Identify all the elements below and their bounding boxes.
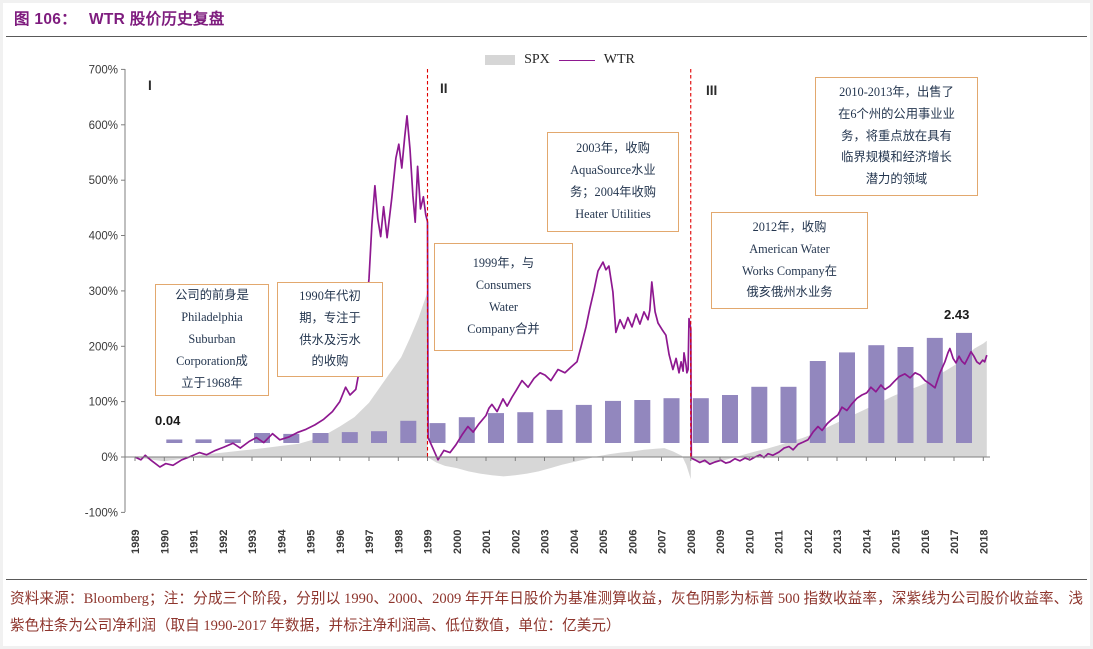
net-profit-high-label: 2.43 — [944, 307, 970, 322]
figure-title-text: WTR 股价历史复盘 — [88, 11, 225, 28]
annotation-box-1990s-acquisitions: 1990年代初 期，专注于 供水及污水 的收购 — [277, 282, 383, 377]
svg-text:1999: 1999 — [423, 530, 435, 554]
svg-text:2002: 2002 — [510, 530, 522, 554]
legend-spx-swatch — [485, 55, 516, 65]
svg-text:1990: 1990 — [159, 530, 171, 554]
svg-text:2011: 2011 — [774, 530, 786, 554]
annotation-box-2010-2013-divestiture: 2010-2013年，出售了 在6个州的公用事业业 务，将重点放在具有 临界规模… — [815, 77, 978, 196]
svg-text:1994: 1994 — [276, 529, 288, 554]
svg-text:1998: 1998 — [393, 530, 405, 554]
annotation-box-company-origin: 公司的前身是 Philadelphia Suburban Corporation… — [155, 284, 269, 396]
svg-text:1993: 1993 — [247, 530, 259, 554]
svg-text:2009: 2009 — [715, 530, 727, 554]
phase-label-3: III — [706, 83, 718, 98]
svg-text:700%: 700% — [89, 64, 118, 76]
title-divider-rule — [6, 36, 1087, 37]
svg-text:2016: 2016 — [920, 530, 932, 554]
legend-wtr-label: WTR — [603, 52, 635, 67]
svg-text:100%: 100% — [89, 397, 118, 409]
svg-text:2010: 2010 — [744, 530, 756, 554]
svg-text:2005: 2005 — [598, 530, 610, 554]
svg-text:300%: 300% — [89, 286, 118, 298]
svg-text:2003: 2003 — [540, 530, 552, 554]
svg-text:2007: 2007 — [657, 530, 669, 554]
svg-text:400%: 400% — [89, 231, 118, 243]
phase-label-1: I — [148, 78, 152, 93]
svg-text:200%: 200% — [89, 341, 118, 353]
figure-title: 图 106： WTR 股价历史复盘 — [14, 7, 225, 29]
svg-text:2015: 2015 — [891, 530, 903, 554]
svg-text:2017: 2017 — [949, 530, 961, 554]
chart-legend: SPX WTR — [430, 52, 690, 68]
annotation-box-2012-ohio: 2012年，收购 American Water Works Company在 俄… — [711, 212, 868, 309]
phase-label-2: II — [440, 81, 448, 96]
svg-text:600%: 600% — [89, 120, 118, 132]
svg-text:1989: 1989 — [130, 530, 142, 554]
svg-text:1992: 1992 — [218, 530, 230, 554]
legend-wtr-line-swatch — [558, 59, 595, 61]
svg-text:2004: 2004 — [569, 529, 581, 554]
svg-text:0%: 0% — [101, 452, 118, 464]
figure-number: 图 106： — [14, 11, 77, 28]
svg-text:1991: 1991 — [189, 530, 201, 554]
svg-text:2001: 2001 — [481, 530, 493, 554]
svg-text:2012: 2012 — [803, 530, 815, 554]
svg-text:2008: 2008 — [686, 530, 698, 554]
svg-text:-100%: -100% — [85, 507, 118, 519]
svg-text:1996: 1996 — [335, 530, 347, 554]
svg-text:1995: 1995 — [306, 530, 318, 554]
source-footnote: 资料来源：Bloomberg；注：分成三个阶段，分别以 1990、2000、20… — [10, 591, 1083, 634]
footnote-divider-rule — [6, 579, 1087, 580]
svg-text:2018: 2018 — [978, 530, 990, 554]
svg-text:2000: 2000 — [452, 530, 464, 554]
svg-text:1997: 1997 — [364, 530, 376, 554]
legend-spx-label: SPX — [524, 52, 550, 67]
svg-text:500%: 500% — [89, 175, 118, 187]
annotation-box-1999-merger: 1999年，与 Consumers Water Company合并 — [434, 243, 573, 351]
svg-text:2014: 2014 — [861, 529, 873, 554]
annotation-box-2003-aquasource: 2003年，收购 AquaSource水业 务；2004年收购 Heater U… — [547, 132, 679, 232]
net-profit-low-label: 0.04 — [155, 413, 181, 428]
svg-text:2013: 2013 — [832, 530, 844, 554]
svg-text:2006: 2006 — [627, 530, 639, 554]
